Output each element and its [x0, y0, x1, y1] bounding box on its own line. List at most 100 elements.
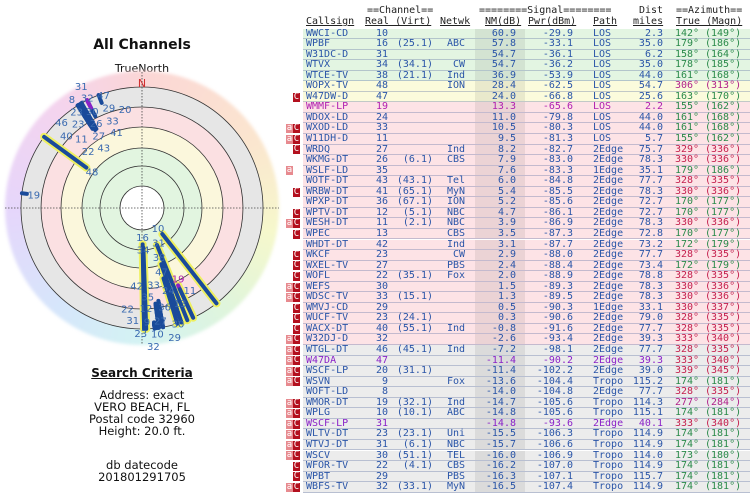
callsign[interactable]: WSCF-LP: [306, 417, 349, 429]
table-row[interactable]: WMOR-DT 19 (32.1) Ind -14.7 -105.6 Tropo 114.3 2…: [303, 396, 750, 409]
table-row[interactable]: WSCF-LP 31 -14.8 -93.6 2Edge 40.1 333° (340°): [303, 417, 750, 430]
callsign[interactable]: WLTV-DT: [306, 428, 349, 440]
table-row[interactable]: WOFT-LD 8 -14.0 -104.8 2Edge 77.7 328° (335°): [303, 387, 750, 398]
table-row[interactable]: WTVX 34 (34.1) CW 54.7 -36.2 LOS 35.0 178° (185°): [303, 60, 750, 71]
table-row[interactable]: W47DA 47 -11.4 -90.2 2Edge 39.3 333° (340°): [303, 354, 750, 367]
channel-virtual: (4.1): [402, 460, 433, 472]
callsign[interactable]: WUCF-TV: [306, 312, 349, 324]
nm-column-shade: [475, 155, 525, 165]
callsign[interactable]: W31DC-D: [306, 48, 349, 60]
table-row[interactable]: WSCV 30 (51.1) TEL -16.0 -106.9 Tropo 114.0 173°…: [303, 449, 750, 462]
callsign[interactable]: WFOR-TV: [306, 460, 349, 472]
table-row[interactable]: WXOD-LD 33 10.5 -80.3 LOS 44.0 161° (168°): [303, 123, 750, 134]
callsign[interactable]: WRBW-DT: [306, 185, 349, 197]
callsign[interactable]: WTCE-TV: [306, 69, 349, 81]
azimuth-magnetic: (168°): [705, 111, 742, 123]
channel-real: 46: [375, 344, 388, 355]
callsign[interactable]: WKCF: [306, 249, 331, 261]
callsign[interactable]: WSLF-LD: [306, 164, 349, 176]
table-row[interactable]: WSVN 9 Fox -13.6 -104.4 Tropo 115.2 174° (181°): [303, 375, 750, 388]
callsign[interactable]: WESH-DT: [306, 217, 349, 229]
table-row[interactable]: WPXP-DT 36 (67.1) ION 5.2 -85.6 2Edge 72.7 170° (…: [303, 197, 750, 208]
table-row[interactable]: WSLF-LD 35 7.6 -83.3 1Edge 35.1 179° (186°): [303, 164, 750, 177]
callsign[interactable]: WXOD-LD: [306, 122, 349, 134]
table-row[interactable]: WSCF-LP 20 (31.1) -11.4 -102.2 2Edge 39.0 339° (…: [303, 366, 750, 377]
callsign[interactable]: WACX-DT: [306, 322, 349, 334]
table-row[interactable]: WPTV-DT 12 (5.1) NBC 4.7 -86.1 2Edge 72.7 170° (1…: [303, 206, 750, 219]
callsign[interactable]: WBFS-TV: [306, 481, 349, 493]
table-row[interactable]: WPBF 16 (25.1) ABC 57.8 -33.1 LOS 35.0 179° (186°…: [303, 39, 750, 50]
table-row[interactable]: WPEC 13 CBS 3.5 -87.3 2Edge 72.8 170° (177°): [303, 227, 750, 240]
table-row[interactable]: WOFL 22 (35.1) Fox 2.0 -88.9 2Edge 78.8 328° (335…: [303, 271, 750, 282]
callsign[interactable]: WTVX: [306, 59, 331, 71]
callsign[interactable]: WPXP-DT: [306, 196, 349, 208]
table-row[interactable]: WTGL-DT 46 (45.1) Ind -7.2 -98.1 2Edge 77.7 328°…: [303, 345, 750, 356]
callsign[interactable]: W32DJ-D: [306, 333, 349, 345]
table-row[interactable]: W32DJ-D 32 -2.6 -93.4 2Edge 39.3 333° (340°): [303, 334, 750, 345]
callsign[interactable]: WSVN: [306, 375, 331, 387]
table-row[interactable]: WPBT 29 PBS -16.3 -107.1 Tropo 115.7 174° (181°): [303, 470, 750, 483]
callsign[interactable]: WMOR-DT: [306, 396, 349, 408]
callsign[interactable]: WSCF-LP: [306, 365, 349, 377]
table-row[interactable]: WHDT-DT 42 Ind 3.1 -87.7 2Edge 73.2 172° (179°): [303, 238, 750, 251]
table-row[interactable]: WEFS 30 1.5 -89.3 2Edge 78.3 330° (336°): [303, 280, 750, 293]
table-row[interactable]: WESH-DT 11 (2.1) NBC 3.9 -86.9 2Edge 78.3 330° (3…: [303, 218, 750, 229]
azimuth-magnetic: (336°): [705, 185, 742, 197]
table-row[interactable]: WWCI-CD 10 60.9 -29.9 LOS 2.3 142° (149°): [303, 27, 750, 40]
callsign[interactable]: WWCI-CD: [306, 27, 349, 39]
azimuth-magnetic: (181°): [705, 428, 742, 440]
table-row[interactable]: WTVJ-DT 31 (6.1) NBC -15.7 -106.6 Tropo 114.9 17…: [303, 438, 750, 451]
table-row[interactable]: WRDQ 27 Ind 8.2 -82.7 2Edge 75.7 329° (336°): [303, 143, 750, 156]
table-row[interactable]: WOTF-DT 43 (43.1) Tel 6.0 -84.8 2Edge 77.7 328° (…: [303, 176, 750, 187]
nm-column-shade: [475, 102, 525, 112]
callsign[interactable]: WOFT-LD: [306, 386, 349, 398]
table-row[interactable]: WRBW-DT 41 (65.1) MyN 5.4 -85.5 2Edge 78.3 330° (…: [303, 185, 750, 198]
table-row[interactable]: WKMG-DT 26 (6.1) CBS 7.9 -83.0 2Edge 78.3 330° (3…: [303, 155, 750, 166]
path: LOS: [593, 27, 612, 39]
callsign[interactable]: WOTF-DT: [306, 175, 349, 187]
table-row[interactable]: WLTV-DT 23 (23.1) Uni -15.5 -106.3 Tropo 114.9 1…: [303, 429, 750, 440]
table-row[interactable]: WKCF 23 CW 2.9 -88.0 2Edge 77.7 328° (335°): [303, 250, 750, 261]
table-row[interactable]: WXEL-TV 27 PBS 2.4 -88.4 2Edge 73.4 172° (179°): [303, 259, 750, 272]
callsign[interactable]: W47DW-D: [306, 90, 349, 102]
callsign[interactable]: WSCV: [306, 449, 331, 461]
callsign[interactable]: WPLG: [306, 407, 331, 419]
table-row[interactable]: WMMF-LP 19 13.3 -65.6 LOS 2.2 155° (162°): [303, 102, 750, 113]
callsign[interactable]: WOPX-TV: [306, 80, 349, 92]
table-row[interactable]: WMVJ-CD 29 0.5 -90.3 1Edge 33.1 330° (337°): [303, 301, 750, 314]
callsign[interactable]: W47DA: [306, 354, 337, 366]
table-row[interactable]: WDSC-TV 33 (15.1) 1.3 -89.5 2Edge 78.3 330° (336…: [303, 292, 750, 303]
callsign[interactable]: WHDT-DT: [306, 238, 349, 250]
callsign[interactable]: WEFS: [306, 280, 331, 292]
callsign[interactable]: WPBF: [306, 38, 331, 50]
table-row[interactable]: WBFS-TV 32 (33.1) MyN -16.5 -107.4 Tropo 114.9 1…: [303, 482, 750, 493]
nm-column-shade: [475, 355, 525, 366]
table-row[interactable]: WOPX-TV 48 ION 28.4 -62.5 LOS 54.7 306° (313°): [303, 81, 750, 92]
callsign[interactable]: WMVJ-CD: [306, 301, 349, 313]
table-row[interactable]: WUCF-TV 23 (24.1) 0.3 -90.6 2Edge 79.0 328° (335…: [303, 313, 750, 324]
callsign[interactable]: WPEC: [306, 227, 331, 239]
channel-virtual: (35.1): [396, 270, 433, 282]
callsign[interactable]: WTVJ-DT: [306, 438, 349, 450]
table-row[interactable]: WPLG 10 (10.1) ABC -14.8 -105.6 Tropo 115.1 174°…: [303, 408, 750, 419]
table-row[interactable]: WACX-DT 40 (55.1) Ind -0.8 -91.6 2Edge 77.7 328°…: [303, 322, 750, 335]
callsign[interactable]: WDOX-LD: [306, 111, 349, 123]
table-row[interactable]: W31DC-D 31 54.7 -36.1 LOS 6.2 158° (164°): [303, 48, 750, 61]
callsign[interactable]: WXEL-TV: [306, 259, 349, 271]
callsign[interactable]: WTGL-DT: [306, 344, 349, 355]
table-row[interactable]: WFOR-TV 22 (4.1) CBS -16.2 -107.0 Tropo 114.9 17…: [303, 461, 750, 472]
channel-real: 24: [375, 111, 388, 123]
callsign[interactable]: WRDQ: [306, 143, 331, 155]
callsign[interactable]: WMMF-LP: [306, 101, 349, 113]
table-row[interactable]: WDOX-LD 24 11.0 -79.8 LOS 44.0 161° (168°): [303, 111, 750, 124]
callsign[interactable]: WKMG-DT: [306, 154, 349, 166]
callsign[interactable]: WPTV-DT: [306, 206, 349, 218]
table-row[interactable]: W11DH-D 11 9.5 -81.3 LOS 5.7 155° (162°): [303, 134, 750, 145]
callsign[interactable]: WDSC-TV: [306, 291, 349, 303]
table-row[interactable]: W47DW-D 47 24.0 -66.8 LOS 25.6 163° (170°): [303, 90, 750, 103]
callsign[interactable]: W11DH-D: [306, 133, 349, 144]
callsign[interactable]: WPBT: [306, 470, 331, 482]
callsign[interactable]: WOFL: [306, 270, 331, 282]
table-row[interactable]: WTCE-TV 38 (21.1) Ind 36.9 -53.9 LOS 44.0 161° (1…: [303, 69, 750, 82]
distance: 78.8: [638, 270, 663, 282]
